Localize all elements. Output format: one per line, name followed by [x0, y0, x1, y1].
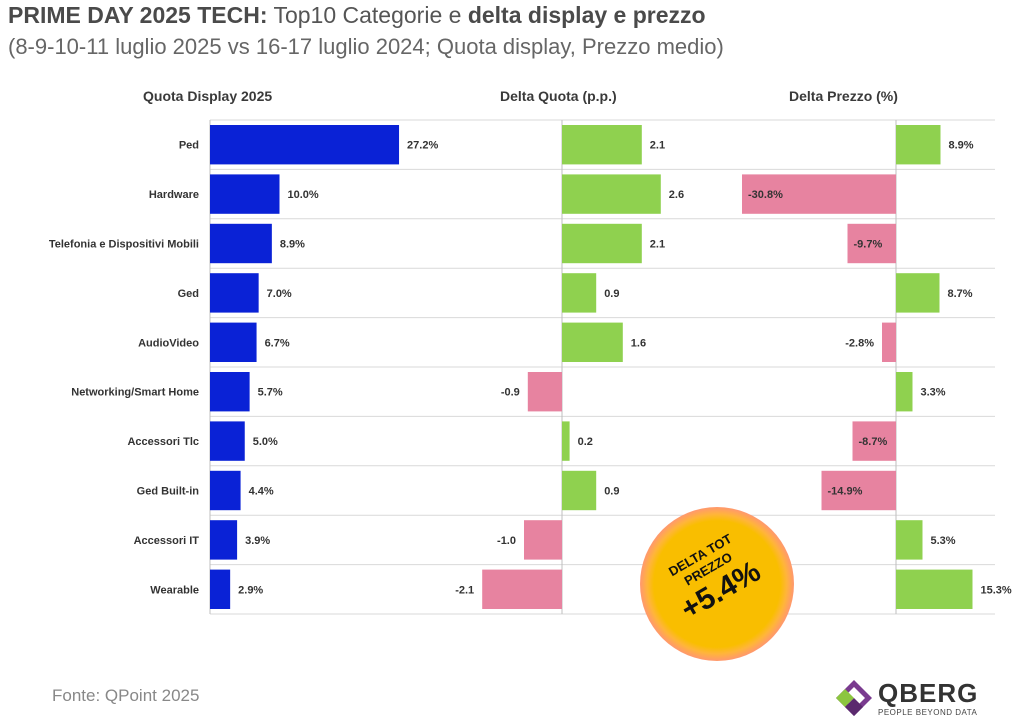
page-subtitle: (8-9-10-11 luglio 2025 vs 16-17 luglio 2…: [8, 34, 724, 59]
bar-delta-quota: [562, 322, 623, 362]
category-label: Telefonia e Dispositivi Mobili: [49, 239, 199, 251]
source-note: Fonte: QPoint 2025: [52, 686, 200, 705]
bar-quota-display: [210, 470, 241, 511]
data-label-quota-display: 10.0%: [288, 189, 319, 201]
bar-delta-prezzo: [847, 223, 896, 264]
bar-delta-prezzo: [896, 569, 973, 609]
data-label-delta-prezzo: 8.7%: [948, 288, 973, 300]
bar-delta-prezzo: [896, 273, 940, 313]
data-label-delta-prezzo: 3.3%: [921, 387, 946, 399]
data-label-quota-display: 7.0%: [267, 288, 292, 300]
bar-quota-display: [210, 520, 238, 560]
bar-delta-quota: [527, 372, 562, 412]
category-label: Wearable: [150, 584, 199, 596]
column-header-quota-display: Quota Display 2025: [143, 88, 273, 104]
data-label-delta-prezzo: 15.3%: [981, 584, 1012, 596]
data-label-quota-display: 3.9%: [245, 535, 270, 547]
category-label: AudioVideo: [138, 337, 199, 349]
qberg-logo-icon: [836, 680, 872, 716]
data-label-quota-display: 27.2%: [407, 140, 438, 152]
data-label-delta-prezzo: -30.8%: [748, 189, 783, 201]
category-label: Ged Built-in: [137, 486, 200, 498]
bar-delta-prezzo: [896, 520, 923, 560]
bar-delta-prezzo: [852, 421, 896, 461]
bar-delta-quota: [562, 223, 642, 264]
category-label: Ped: [179, 140, 199, 152]
bar-quota-display: [210, 273, 259, 313]
logo-name: QBERG: [878, 678, 979, 708]
bar-delta-quota: [524, 520, 562, 560]
bar-delta-prezzo: [821, 470, 896, 511]
bar-delta-quota: [562, 125, 642, 165]
bar-quota-display: [210, 322, 257, 362]
bar-delta-prezzo: [742, 174, 896, 214]
bar-quota-display: [210, 372, 250, 412]
bar-delta-quota: [562, 421, 570, 461]
bar-delta-quota: [562, 273, 597, 313]
category-label: Accessori IT: [134, 535, 200, 547]
category-label: Ged: [178, 288, 199, 300]
delta-tot-prezzo-badge: DELTA TOT PREZZO +5.4%: [640, 507, 794, 661]
data-label-delta-prezzo: 8.9%: [949, 140, 974, 152]
qberg-logo: QBERG PEOPLE BEYOND DATA: [834, 678, 984, 720]
data-label-quota-display: 6.7%: [265, 337, 290, 349]
data-label-delta-quota: 0.9: [604, 288, 619, 300]
category-label: Accessori Tlc: [127, 436, 199, 448]
category-label: Networking/Smart Home: [71, 387, 199, 399]
data-label-delta-quota: -0.9: [501, 387, 520, 399]
data-label-quota-display: 4.4%: [249, 486, 274, 498]
data-label-delta-quota: 1.6: [631, 337, 646, 349]
data-label-delta-quota: 2.1: [650, 140, 665, 152]
column-header-delta-prezzo: Delta Prezzo (%): [789, 88, 898, 104]
bar-quota-display: [210, 125, 400, 165]
data-label-delta-prezzo: -14.9%: [828, 486, 863, 498]
logo-tagline: PEOPLE BEYOND DATA: [878, 708, 978, 717]
data-label-delta-prezzo: -8.7%: [859, 436, 888, 448]
data-label-delta-prezzo: -2.8%: [845, 337, 874, 349]
column-header-delta-quota: Delta Quota (p.p.): [500, 88, 617, 104]
bar-delta-prezzo: [896, 372, 913, 412]
data-label-quota-display: 5.7%: [258, 387, 283, 399]
bar-quota-display: [210, 223, 272, 264]
bar-quota-display: [210, 174, 280, 214]
data-label-quota-display: 2.9%: [238, 584, 263, 596]
bar-delta-prezzo: [896, 125, 941, 165]
bar-delta-quota: [562, 174, 661, 214]
data-label-quota-display: 8.9%: [280, 239, 305, 251]
data-label-quota-display: 5.0%: [253, 436, 278, 448]
data-label-delta-quota: 2.1: [650, 239, 665, 251]
bar-delta-quota: [482, 569, 562, 609]
data-label-delta-prezzo: -9.7%: [854, 239, 883, 251]
data-label-delta-quota: -1.0: [497, 535, 516, 547]
data-label-delta-quota: 2.6: [669, 189, 684, 201]
bar-quota-display: [210, 569, 231, 609]
data-label-delta-quota: 0.9: [604, 486, 619, 498]
bar-delta-prezzo: [882, 322, 896, 362]
bar-quota-display: [210, 421, 245, 461]
data-label-delta-quota: 0.2: [578, 436, 593, 448]
category-label: Hardware: [149, 189, 199, 201]
data-label-delta-prezzo: 5.3%: [931, 535, 956, 547]
data-label-delta-quota: -2.1: [455, 584, 474, 596]
page-title: PRIME DAY 2025 TECH: Top10 Categorie e d…: [8, 2, 706, 28]
bar-delta-quota: [562, 470, 597, 511]
